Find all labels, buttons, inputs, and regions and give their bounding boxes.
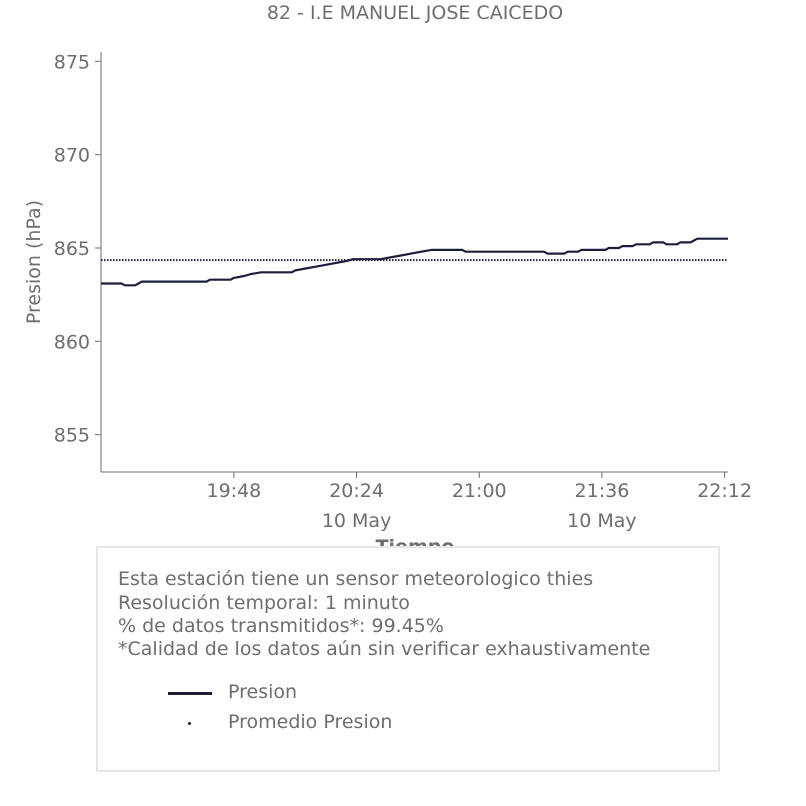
x-tick-label: 19:48 xyxy=(207,480,262,502)
info-transmitted-text: % de datos transmitidos*: 99.45% xyxy=(118,615,444,637)
y-tick-label: 875 xyxy=(54,51,90,73)
legend-dot-swatch xyxy=(188,722,191,725)
x-ticks: 19:48 20:24 10 May 21:00 21:36 10 May 22:12 xyxy=(207,472,752,532)
legend-solid-line-swatch xyxy=(168,692,212,695)
y-tick-label: 855 xyxy=(54,425,90,447)
y-tick-label: 860 xyxy=(54,331,90,353)
x-tick-label: 20:24 xyxy=(329,480,384,502)
chart-title: 82 - I.E MANUEL JOSE CAICEDO xyxy=(266,2,564,24)
legend-label-promedio-presion: Promedio Presion xyxy=(228,711,393,733)
series-line-presion xyxy=(101,237,728,287)
info-sensor-text: Esta estación tiene un sensor meteorolog… xyxy=(118,568,594,590)
legend-label-presion: Presion xyxy=(228,681,298,703)
info-panel: Esta estación tiene un sensor meteorolog… xyxy=(96,546,720,772)
axes xyxy=(100,52,728,473)
series-layer xyxy=(101,237,728,287)
y-tick-label: 870 xyxy=(54,145,90,167)
x-tick-label: 21:00 xyxy=(452,480,507,502)
info-resolution-text: Resolución temporal: 1 minuto xyxy=(118,592,410,614)
y-ticks: 855 860 865 870 875 xyxy=(54,51,101,447)
info-quality-note: *Calidad de los datos aún sin verificar … xyxy=(118,638,651,660)
x-tick-date-label: 10 May xyxy=(567,510,637,532)
y-axis-label: Presion (hPa) xyxy=(23,200,45,324)
x-tick-label: 21:36 xyxy=(575,480,630,502)
x-tick-date-label: 10 May xyxy=(322,510,392,532)
pressure-chart: 855 860 865 870 875 19:48 20:24 10 May 21:00 21:… xyxy=(23,51,752,558)
x-tick-label: 22:12 xyxy=(697,480,752,502)
y-tick-label: 865 xyxy=(54,238,90,260)
